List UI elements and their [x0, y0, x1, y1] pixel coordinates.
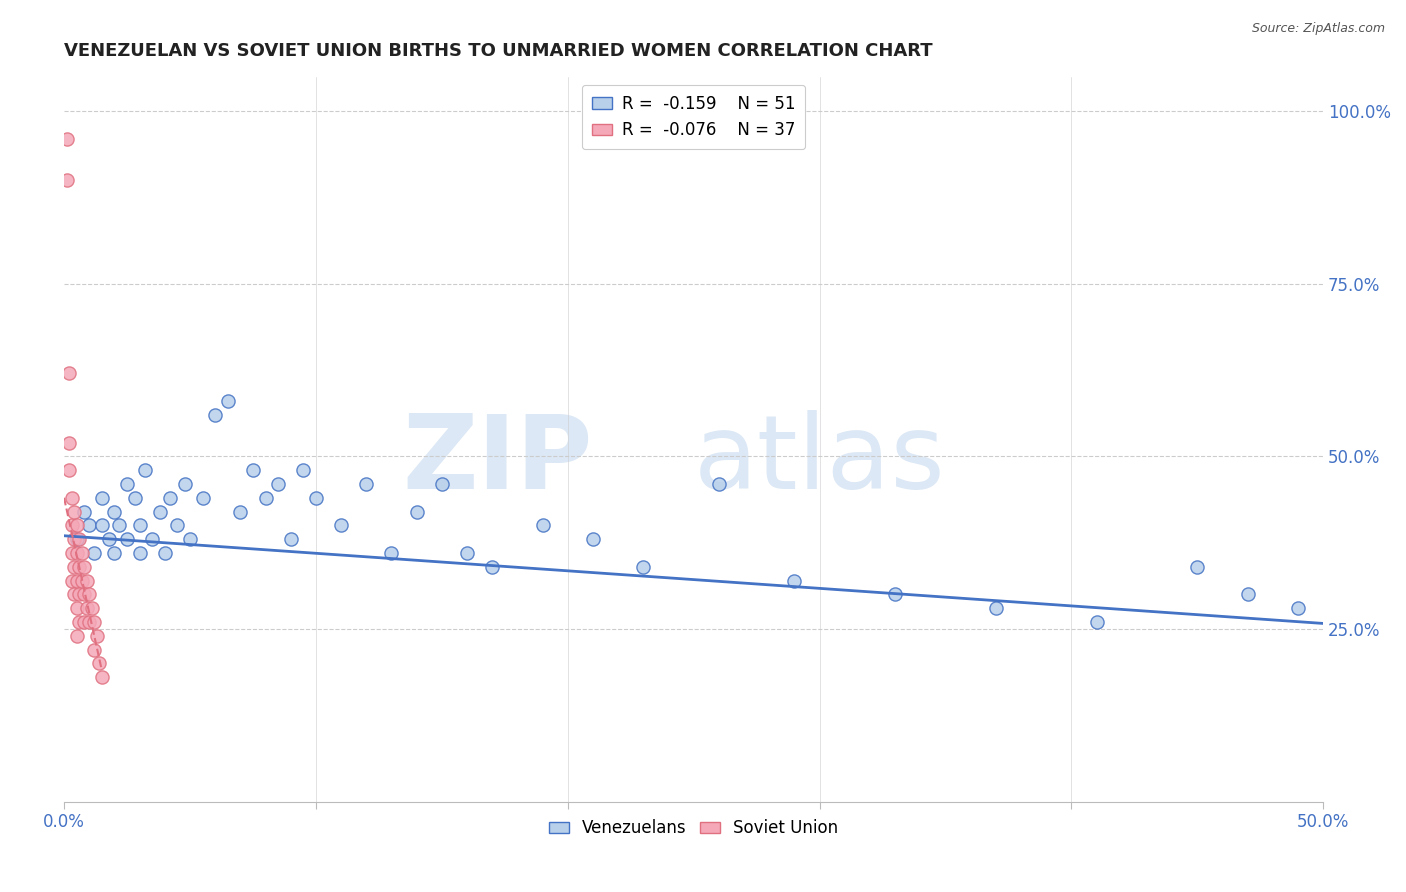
Point — [582, 532, 605, 546]
Point — [149, 505, 172, 519]
Point — [60, 518, 83, 533]
Point — [984, 601, 1007, 615]
Point — [174, 477, 197, 491]
Point — [67, 532, 90, 546]
Point — [1187, 559, 1209, 574]
Point — [60, 574, 83, 588]
Point — [159, 491, 181, 505]
Point — [166, 518, 188, 533]
Point — [242, 463, 264, 477]
Point — [66, 629, 89, 643]
Point — [67, 559, 90, 574]
Point — [305, 491, 328, 505]
Text: atlas: atlas — [693, 410, 945, 511]
Point — [153, 546, 176, 560]
Point — [128, 518, 150, 533]
Point — [86, 629, 108, 643]
Point — [83, 642, 105, 657]
Point — [229, 505, 252, 519]
Point — [70, 546, 93, 560]
Point — [83, 615, 105, 629]
Point — [67, 587, 90, 601]
Point — [1085, 615, 1108, 629]
Point — [292, 463, 315, 477]
Point — [531, 518, 554, 533]
Point — [76, 574, 98, 588]
Point — [70, 574, 93, 588]
Point — [73, 615, 96, 629]
Point — [63, 587, 86, 601]
Point — [90, 670, 112, 684]
Point — [204, 408, 226, 422]
Point — [179, 532, 201, 546]
Point — [430, 477, 453, 491]
Point — [115, 477, 138, 491]
Point — [73, 587, 96, 601]
Point — [66, 532, 89, 546]
Point — [380, 546, 402, 560]
Point — [456, 546, 478, 560]
Point — [77, 587, 100, 601]
Point — [191, 491, 214, 505]
Point — [58, 435, 80, 450]
Point — [217, 394, 239, 409]
Point — [124, 491, 146, 505]
Point — [481, 559, 503, 574]
Point — [405, 505, 427, 519]
Point — [631, 559, 654, 574]
Point — [76, 601, 98, 615]
Point — [267, 477, 290, 491]
Point — [80, 601, 103, 615]
Point — [90, 491, 112, 505]
Text: VENEZUELAN VS SOVIET UNION BIRTHS TO UNMARRIED WOMEN CORRELATION CHART: VENEZUELAN VS SOVIET UNION BIRTHS TO UNM… — [65, 42, 932, 60]
Point — [108, 518, 131, 533]
Point — [73, 559, 96, 574]
Point — [1236, 587, 1258, 601]
Point — [66, 601, 89, 615]
Point — [63, 532, 86, 546]
Point — [55, 132, 77, 146]
Legend: Venezuelans, Soviet Union: Venezuelans, Soviet Union — [543, 813, 845, 844]
Point — [115, 532, 138, 546]
Point — [103, 505, 125, 519]
Point — [83, 546, 105, 560]
Point — [141, 532, 163, 546]
Point — [66, 574, 89, 588]
Point — [67, 615, 90, 629]
Point — [66, 546, 89, 560]
Point — [73, 505, 96, 519]
Point — [254, 491, 277, 505]
Text: Source: ZipAtlas.com: Source: ZipAtlas.com — [1251, 22, 1385, 36]
Point — [98, 532, 121, 546]
Point — [77, 615, 100, 629]
Text: ZIP: ZIP — [402, 410, 593, 511]
Point — [55, 173, 77, 187]
Point — [354, 477, 377, 491]
Point — [707, 477, 730, 491]
Point — [58, 463, 80, 477]
Y-axis label: Births to Unmarried Women: Births to Unmarried Women — [0, 333, 7, 546]
Point — [128, 546, 150, 560]
Point — [134, 463, 156, 477]
Point — [280, 532, 302, 546]
Point — [330, 518, 353, 533]
Point — [58, 367, 80, 381]
Point — [66, 518, 89, 533]
Point — [60, 491, 83, 505]
Point — [103, 546, 125, 560]
Point — [1286, 601, 1309, 615]
Point — [90, 518, 112, 533]
Point — [89, 657, 111, 671]
Point — [63, 505, 86, 519]
Point — [63, 559, 86, 574]
Point — [884, 587, 907, 601]
Point — [77, 518, 100, 533]
Point — [60, 546, 83, 560]
Point — [783, 574, 806, 588]
